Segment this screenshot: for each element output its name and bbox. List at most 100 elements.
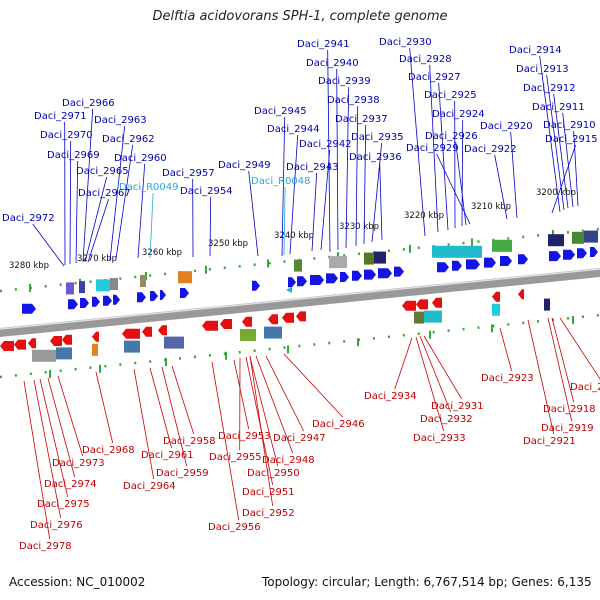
gene-leader-line	[109, 125, 126, 261]
reverse-gene-arrow	[220, 319, 232, 329]
gene-leader-line	[75, 160, 79, 264]
forward-gene-label: Daci_2925	[424, 90, 477, 101]
forward-gene-label: Daci_2911	[532, 102, 585, 113]
gene-leader-line	[33, 379, 62, 519]
gene-leader-line	[423, 335, 463, 400]
gene-leader-line	[171, 365, 195, 435]
feature-block	[492, 303, 500, 316]
gene-leader-line	[355, 105, 359, 247]
forward-gene-arrow	[352, 270, 362, 281]
gene-leader-line	[320, 149, 331, 251]
gene-leader-line	[379, 162, 383, 241]
forward-gene-arrow	[364, 269, 376, 280]
forward-gene-label: Daci_2930	[379, 37, 432, 48]
feature-block	[329, 256, 347, 269]
forward-gene-label: Daci_2939	[318, 76, 371, 87]
reverse-gene-label: Daci_2976	[30, 520, 83, 531]
gene-leader-line	[249, 355, 274, 507]
forward-gene-arrow	[252, 280, 260, 291]
reverse-gene-arrow	[268, 314, 278, 325]
gene-leader-line	[57, 375, 84, 457]
forward-gene-arrow	[484, 257, 496, 268]
forward-gene-label: Daci_2942	[299, 139, 352, 150]
feature-block	[548, 234, 564, 247]
gene-leader-line	[510, 131, 518, 219]
reverse-gene-label: Daci_2978	[19, 541, 72, 552]
gene-leader-line	[69, 140, 72, 265]
gene-leader-line	[245, 356, 274, 486]
reverse-gene-label: Daci_2947	[273, 433, 326, 444]
forward-gene-label: Daci_2922	[464, 144, 517, 155]
forward-gene-arrow	[297, 276, 307, 287]
forward-gene-arrow	[340, 272, 349, 282]
reverse-gene-label: Daci_2934	[364, 391, 417, 402]
forward-gene-label: Daci_2945	[254, 106, 307, 117]
forward-gene-arrow	[80, 298, 89, 308]
feature-block	[264, 326, 282, 339]
forward-gene-arrow	[563, 249, 575, 260]
gene-leader-line	[23, 380, 51, 540]
reverse-gene-label: Daci_2950	[247, 468, 300, 479]
gene-leader-line	[336, 68, 339, 251]
gene-leader-line	[371, 142, 383, 243]
scale-label: 3240 kbp	[274, 231, 314, 241]
reverse-gene-arrow	[62, 334, 72, 345]
forward-gene-label: Daci_2960	[114, 153, 167, 164]
reverse-gene-label: Daci_2948	[262, 455, 315, 466]
gene-leader-line	[39, 378, 69, 498]
reverse-gene-label: Daci_2932	[420, 414, 473, 425]
gene-leader-line	[559, 317, 600, 380]
forward-gene-label: Daci_2913	[516, 64, 569, 75]
gene-leader-line	[436, 153, 471, 225]
forward-gene-label: Daci_2929	[406, 143, 459, 154]
feature-block	[584, 230, 598, 243]
feature-block	[424, 310, 442, 323]
reverse-gene-arrow	[14, 339, 26, 350]
backbone-band	[0, 268, 600, 337]
gene-leader-line	[494, 154, 508, 220]
gene-leader-line	[394, 337, 413, 390]
genome-title: Delftia acidovorans SPH-1, complete geno…	[152, 9, 448, 24]
forward-gene-arrow	[394, 266, 404, 277]
forward-gene-label: Daci_2949	[218, 160, 271, 171]
gene-leader-line	[95, 371, 114, 444]
forward-gene-arrow	[137, 292, 146, 303]
reverse-gene-arrow	[202, 320, 218, 331]
reverse-gene-arrow	[432, 297, 442, 308]
scale-label: 3200 kbp	[536, 188, 576, 198]
feature-block	[96, 279, 110, 292]
genome-summary: Topology: circular; Length: 6,767,514 bp…	[262, 575, 592, 589]
forward-gene-arrow	[310, 275, 324, 285]
gene-leader-line	[87, 198, 110, 263]
reverse-gene-arrow	[50, 336, 62, 346]
reverse-gene-label: Daci_2917	[570, 382, 600, 393]
reverse-gene-label: Daci_2973	[52, 458, 105, 469]
forward-gene-arrow	[150, 291, 158, 301]
gene-leader-line	[82, 108, 94, 263]
feature-block	[240, 329, 256, 341]
accession-label: Accession: NC_010002	[9, 575, 146, 589]
reverse-gene-label: Daci_2955	[209, 452, 262, 463]
gene-leader-line	[551, 317, 575, 403]
gene-leader-line	[415, 336, 445, 432]
forward-gene-arrow	[180, 288, 189, 298]
forward-gene-label: Daci_2970	[40, 130, 93, 141]
forward-gene-label: Daci_2928	[399, 54, 452, 65]
gene-leader-line	[499, 327, 513, 372]
reverse-gene-arrow	[28, 338, 36, 349]
gene-leader-line	[265, 355, 305, 432]
forward-gene-arrow	[92, 296, 100, 307]
gene-leader-line	[573, 130, 579, 207]
gene-leader-line	[283, 353, 343, 418]
forward-gene-label: Daci_2926	[425, 131, 478, 142]
feature-block	[140, 275, 146, 287]
forward-gene-arrow	[549, 251, 561, 262]
reverse-gene-label: Daci_2946	[312, 419, 365, 430]
feature-block	[79, 281, 85, 294]
gene-leader-line	[209, 196, 212, 257]
reverse-gene-arrow	[402, 300, 416, 311]
feature-block	[164, 336, 184, 349]
forward-gene-label: Daci_2957	[162, 168, 215, 179]
feature-block	[364, 252, 374, 265]
